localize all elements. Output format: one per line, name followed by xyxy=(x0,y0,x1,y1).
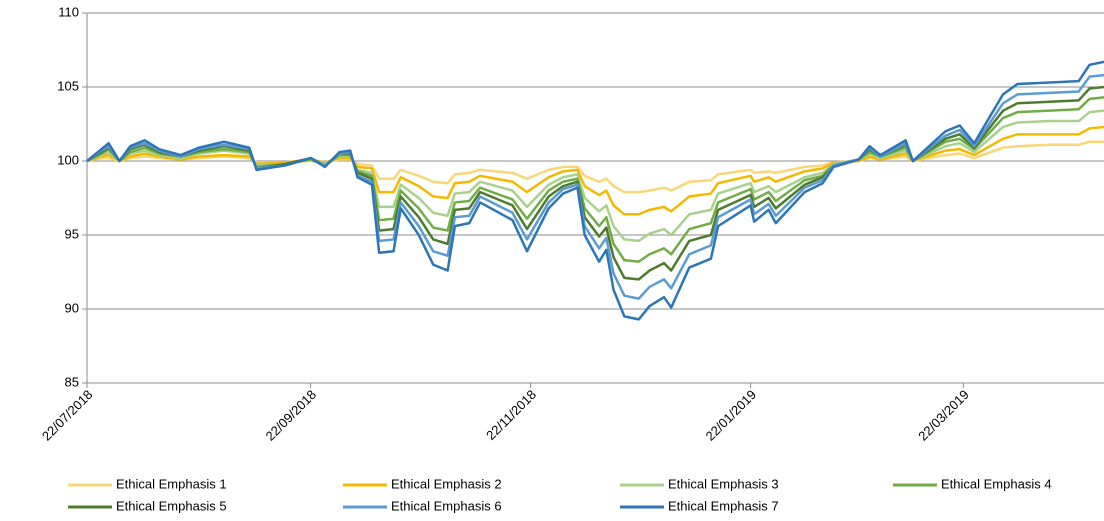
legend-label: Ethical Emphasis 7 xyxy=(668,498,779,513)
series-line xyxy=(86,60,1104,321)
legend-label: Ethical Emphasis 4 xyxy=(941,476,1052,491)
y-tick-label: 100 xyxy=(57,152,79,167)
series-line xyxy=(86,73,1104,300)
x-tick-label: 22/07/2018 xyxy=(39,387,96,444)
x-tick-label: 22/11/2018 xyxy=(483,387,539,443)
legend-label: Ethical Emphasis 2 xyxy=(391,476,502,491)
y-tick-label: 95 xyxy=(65,226,79,241)
y-tick-label: 85 xyxy=(65,374,79,389)
x-tick-label: 22/01/2019 xyxy=(703,387,760,444)
y-tick-label: 110 xyxy=(58,4,79,19)
x-tick-label: 22/03/2019 xyxy=(915,387,972,444)
legend-label: Ethical Emphasis 1 xyxy=(116,476,227,491)
y-tick-label: 90 xyxy=(65,300,79,315)
legend-label: Ethical Emphasis 6 xyxy=(391,498,502,513)
x-tick-label: 22/09/2018 xyxy=(263,387,320,444)
series-line xyxy=(86,85,1104,281)
y-tick-label: 105 xyxy=(57,78,79,93)
legend-label: Ethical Emphasis 3 xyxy=(668,476,779,491)
legend-label: Ethical Emphasis 5 xyxy=(116,498,227,513)
